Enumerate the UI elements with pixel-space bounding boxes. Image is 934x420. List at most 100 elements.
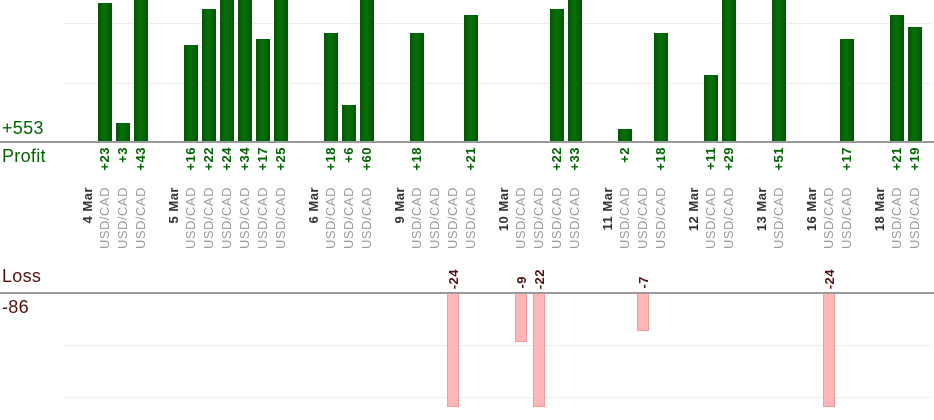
loss-bar[interactable] [533, 294, 545, 407]
profit-bar[interactable] [410, 33, 424, 141]
profit-value-label: +24 [219, 147, 234, 171]
x-axis-instrument-label: USD/CAD [721, 187, 736, 250]
profit-value-label: +17 [839, 147, 854, 171]
loss-bar[interactable] [823, 294, 835, 407]
trade-group: 18 Mar +21 USD/CAD +19 USD/CAD [872, 0, 924, 420]
trade-slot: +17 USD/CAD [254, 0, 272, 420]
loss-bar[interactable] [447, 294, 459, 407]
profit-bar[interactable] [342, 105, 356, 141]
profit-value-label: +18 [323, 147, 338, 171]
profit-bar[interactable] [704, 75, 718, 141]
profit-value-label: +21 [463, 147, 478, 171]
trade-slot: +23 USD/CAD [96, 0, 114, 420]
x-axis-instrument-label: USD/CAD [839, 187, 854, 250]
trade-slot: +34 USD/CAD [236, 0, 254, 420]
profit-bar[interactable] [116, 123, 130, 141]
profit-value-label: +6 [341, 147, 356, 163]
date-slot: 5 Mar [166, 0, 182, 420]
profit-bar[interactable] [184, 45, 198, 141]
trade-slot: +33 USD/CAD [566, 0, 584, 420]
profit-bar[interactable] [908, 27, 922, 141]
profit-value-label: +33 [567, 147, 582, 171]
profit-value-label: +16 [183, 147, 198, 171]
x-axis-instrument-label: USD/CAD [273, 187, 288, 250]
chart-columns: 4 Mar +23 USD/CAD +3 USD/CAD +43 USD/CAD 5 Mar +… [80, 0, 924, 420]
x-axis-instrument-label: USD/CAD [445, 187, 460, 250]
x-axis-instrument-label: USD/CAD [219, 187, 234, 250]
loss-axis-title: Loss [2, 266, 42, 286]
trade-slot: +21 USD/CAD [888, 0, 906, 420]
profit-bar[interactable] [550, 9, 564, 141]
profit-bar[interactable] [654, 33, 668, 141]
loss-value-label: -22 [532, 268, 547, 289]
trade-slot: +25 USD/CAD [272, 0, 290, 420]
loss-gridline-20 [64, 397, 931, 398]
profit-value-label: +18 [409, 147, 424, 171]
date-slot: 18 Mar [872, 0, 888, 420]
profit-bar[interactable] [360, 0, 374, 141]
loss-bar[interactable] [515, 294, 527, 342]
profit-bar[interactable] [568, 0, 582, 141]
trade-group: 16 Mar -24 USD/CAD +17 USD/CAD [804, 0, 856, 420]
profit-bar[interactable] [274, 0, 288, 141]
x-axis-instrument-label: USD/CAD [341, 187, 356, 250]
profit-value-label: +11 [703, 147, 718, 170]
profit-bar[interactable] [220, 0, 234, 141]
trade-slot: +16 USD/CAD [182, 0, 200, 420]
trade-group: 5 Mar +16 USD/CAD +22 USD/CAD +24 USD/CAD +34 US… [166, 0, 290, 420]
profit-bar[interactable] [202, 9, 216, 141]
profit-value-label: +21 [889, 147, 904, 171]
x-axis-instrument-label: USD/CAD [549, 187, 564, 250]
x-axis-date-label: 12 Mar [686, 187, 701, 232]
profit-value-label: +2 [617, 147, 632, 163]
profit-bar[interactable] [324, 33, 338, 141]
x-axis-instrument-label: USD/CAD [513, 187, 528, 250]
profit-value-label: +51 [771, 147, 786, 171]
date-slot: 6 Mar [306, 0, 322, 420]
trade-slot: +6 USD/CAD [340, 0, 358, 420]
profit-value-label: +19 [907, 147, 922, 171]
profit-bar[interactable] [98, 3, 112, 141]
x-axis-instrument-label: USD/CAD [463, 187, 478, 250]
x-axis-date-label: 6 Mar [306, 187, 321, 224]
date-slot: 10 Mar [496, 0, 512, 420]
loss-total-label: -86 [2, 297, 29, 317]
profit-value-label: +43 [133, 147, 148, 171]
date-slot: 11 Mar [600, 0, 616, 420]
x-axis-date-label: 9 Mar [392, 187, 407, 224]
profit-bar[interactable] [238, 0, 252, 141]
profit-bar[interactable] [618, 129, 632, 141]
profit-bar[interactable] [722, 0, 736, 141]
profit-bar[interactable] [134, 0, 148, 141]
x-axis-instrument-label: USD/CAD [323, 187, 338, 250]
profit-bar[interactable] [890, 15, 904, 141]
x-axis-instrument-label: USD/CAD [617, 187, 632, 250]
date-slot: 4 Mar [80, 0, 96, 420]
trade-slot: -24 USD/CAD [820, 0, 838, 420]
loss-axis-line [0, 292, 934, 294]
date-slot: 13 Mar [754, 0, 770, 420]
trade-slot: +2 USD/CAD [616, 0, 634, 420]
profit-value-label: +17 [255, 147, 270, 171]
loss-bar[interactable] [637, 294, 649, 332]
profit-value-label: +22 [549, 147, 564, 171]
trade-slot: +60 USD/CAD [358, 0, 376, 420]
profit-bar[interactable] [464, 15, 478, 141]
date-slot: 9 Mar [392, 0, 408, 420]
x-axis-instrument-label: USD/CAD [907, 187, 922, 250]
x-axis-date-label: 11 Mar [600, 187, 615, 231]
loss-value-label: -24 [446, 268, 461, 289]
profit-bar[interactable] [772, 0, 786, 141]
profit-bar[interactable] [256, 39, 270, 141]
x-axis-date-label: 4 Mar [80, 187, 95, 224]
profit-bar[interactable] [840, 39, 854, 141]
x-axis-instrument-label: USD/CAD [653, 187, 668, 250]
profit-total-label: +553 [2, 118, 44, 138]
x-axis-instrument-label: USD/CAD [255, 187, 270, 250]
trade-slot: +18 USD/CAD [408, 0, 426, 420]
x-axis-instrument-label: USD/CAD [133, 187, 148, 250]
trade-slot: +21 USD/CAD [462, 0, 480, 420]
trade-slot: -24 USD/CAD [444, 0, 462, 420]
profit-value-label: +25 [273, 147, 288, 171]
